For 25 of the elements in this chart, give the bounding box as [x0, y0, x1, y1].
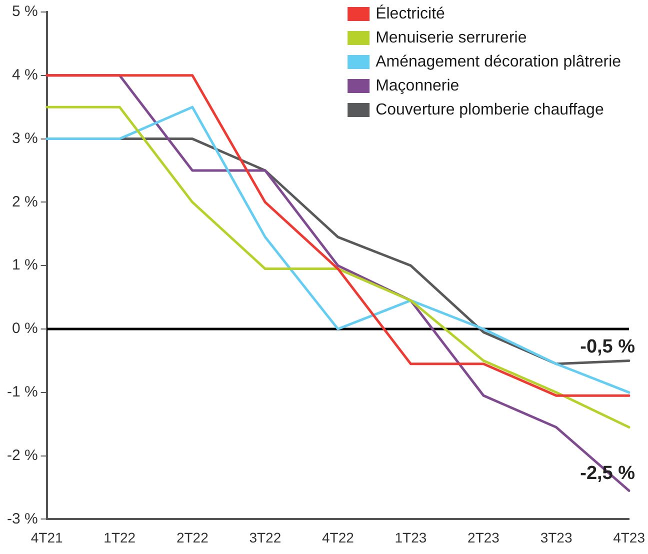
x-tick-label: 2T23 — [468, 529, 500, 546]
x-tick-label: 2T22 — [176, 529, 209, 546]
annotation: -0,5 % — [580, 336, 636, 358]
y-tick-label: 0 % — [12, 320, 38, 338]
x-tick-label: 1T23 — [394, 529, 427, 546]
y-tick-label: 3 % — [12, 130, 38, 147]
y-tick-label: -3 % — [7, 510, 38, 528]
x-tick-label: 1T22 — [104, 529, 136, 546]
legend-label: Électricité — [376, 4, 446, 22]
y-tick-label: 4 % — [12, 66, 38, 84]
y-tick-label: 2 % — [12, 193, 38, 210]
legend-label: Menuiserie serrurerie — [376, 29, 527, 46]
annotation: -2,5 % — [580, 463, 636, 484]
x-tick-label: 3T22 — [249, 529, 282, 546]
x-tick-label: 4T21 — [30, 529, 64, 546]
legend-label: Couverture plomberie chauffage — [376, 101, 604, 118]
x-tick-label: 3T23 — [540, 529, 572, 546]
y-tick-label: 5 % — [12, 3, 38, 20]
x-tick-label: 4T23 — [613, 529, 646, 546]
legend-label: Aménagement décoration plâtrerie — [376, 53, 622, 70]
y-tick-label: -2 % — [7, 446, 38, 464]
y-tick-label: 1 % — [12, 256, 38, 274]
x-tick-label: 4T22 — [322, 529, 354, 546]
y-tick-label: -1 % — [7, 384, 38, 401]
legend-label: Maçonnerie — [376, 77, 460, 94]
